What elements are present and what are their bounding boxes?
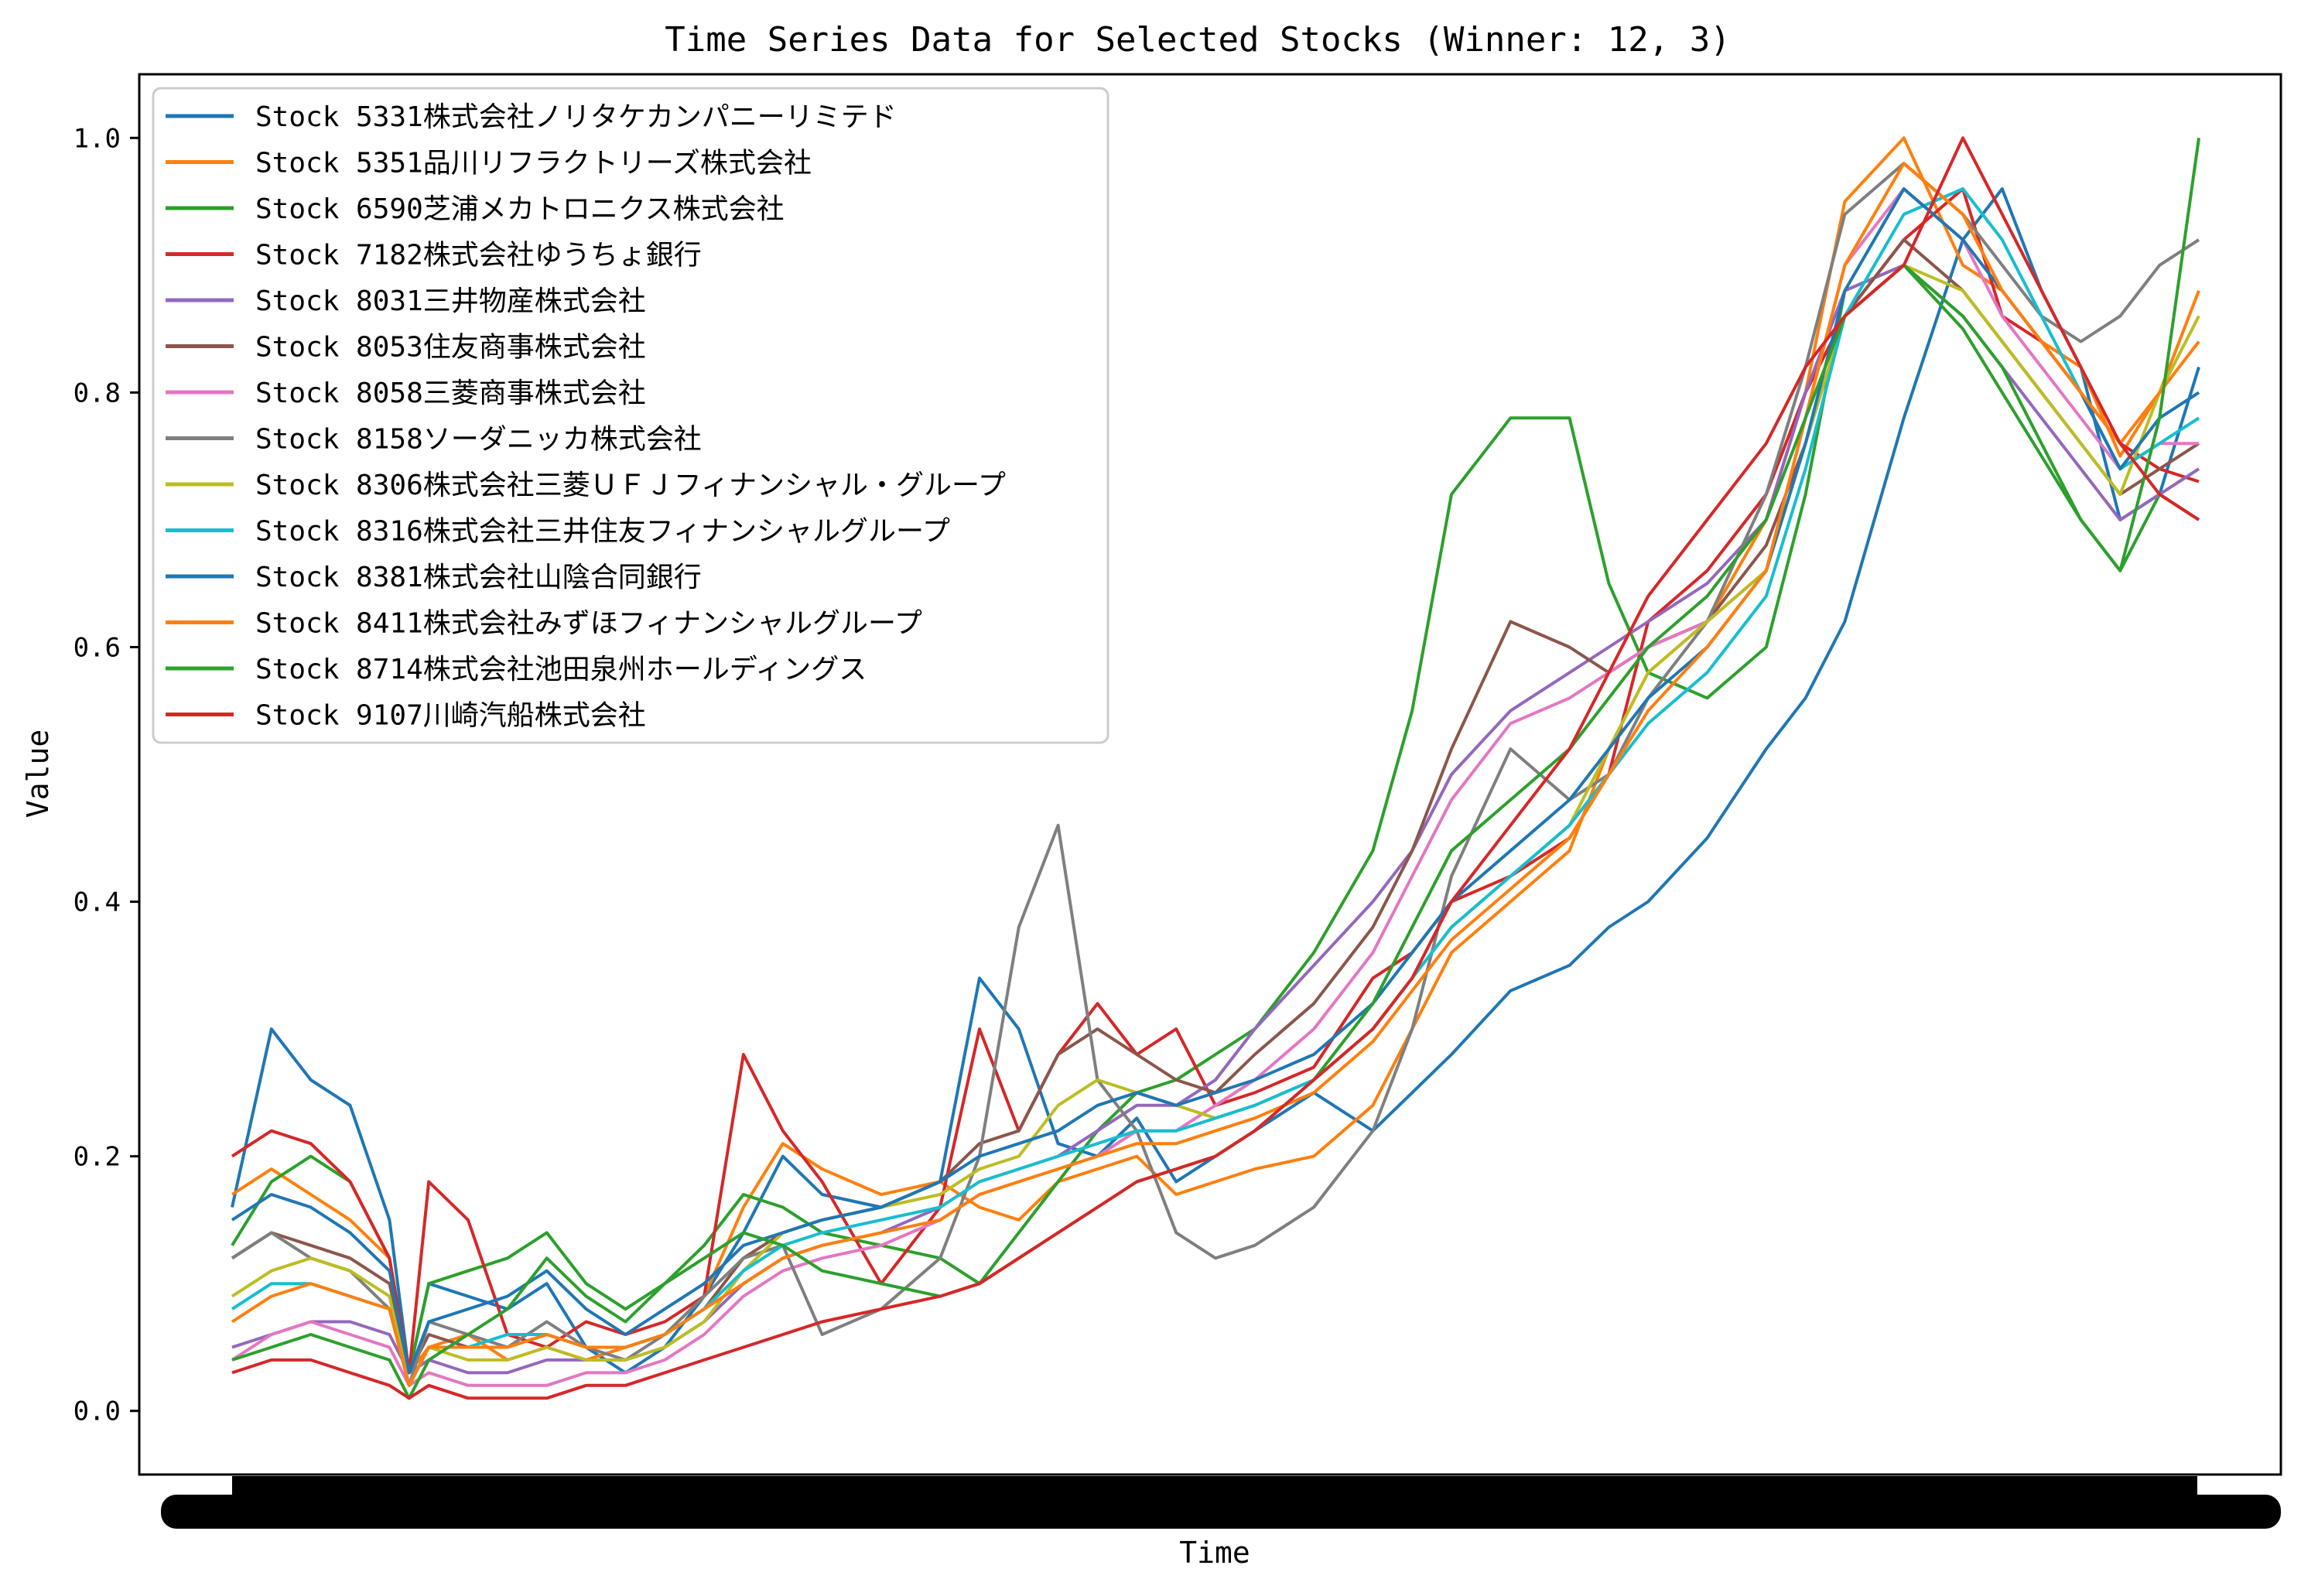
legend-label-6: Stock 8058三菱商事株式会社 — [255, 378, 646, 409]
y-axis-label: Value — [21, 730, 55, 818]
series-line-0 — [231, 187, 2200, 1375]
y-tick-label: 0.6 — [74, 632, 121, 663]
x-axis-label: Time — [1179, 1536, 1250, 1570]
legend-label-11: Stock 8411株式会社みずほフィナンシャルグループ — [255, 608, 922, 640]
legend-label-9: Stock 8316株式会社三井住友フィナンシャルグループ — [255, 516, 950, 548]
series-line-9 — [231, 187, 2200, 1387]
x-tick-marks-band — [232, 1476, 2197, 1495]
series-line-1 — [231, 136, 2200, 1375]
legend-label-12: Stock 8714株式会社池田泉州ホールディングス — [255, 654, 867, 685]
legend-label-2: Stock 6590芝浦メカトロニクス株式会社 — [255, 193, 785, 225]
series-line-11 — [231, 162, 2200, 1387]
y-tick-label: 0.8 — [74, 378, 121, 408]
legend-label-0: Stock 5331株式会社ノリタケカンパニーリミテド — [255, 101, 897, 133]
legend-label-3: Stock 7182株式会社ゆうちょ銀行 — [255, 240, 702, 272]
legend-label-5: Stock 8053住友商事株式会社 — [255, 332, 646, 364]
legend: Stock 5331株式会社ノリタケカンパニーリミテド Stock 5351品川リ… — [152, 87, 1109, 744]
x-tick-labels-band — [161, 1495, 2281, 1529]
legend-label-4: Stock 8031三井物産株式会社 — [255, 285, 646, 317]
legend-label-7: Stock 8158ソーダニッカ株式会社 — [255, 424, 702, 456]
y-axis-ticks: 0.0 0.2 0.4 0.6 0.8 1.0 — [74, 123, 139, 1427]
legend-label-1: Stock 5351品川リフラクトリーズ株式会社 — [255, 148, 812, 179]
legend-label-8: Stock 8306株式会社三菱ＵＦＪフィナンシャル・グループ — [255, 470, 1006, 501]
legend-label-13: Stock 9107川崎汽船株式会社 — [255, 700, 646, 732]
y-tick-label: 0.4 — [74, 887, 121, 918]
chart-title: Time Series Data for Selected Stocks (Wi… — [665, 20, 1731, 60]
series-line-13 — [231, 136, 2200, 1400]
plot-frame — [138, 73, 2282, 1476]
series-line-10 — [231, 187, 2200, 1375]
series-lines — [231, 136, 2200, 1400]
legend-label-10: Stock 8381株式会社山陰合同銀行 — [255, 562, 702, 593]
y-tick-label: 0.0 — [74, 1396, 121, 1427]
y-tick-label: 1.0 — [74, 123, 121, 154]
legend-items: Stock 5331株式会社ノリタケカンパニーリミテド Stock 5351品川リ… — [166, 101, 1006, 732]
y-tick-label: 0.2 — [74, 1142, 121, 1173]
legend-box — [152, 87, 1109, 744]
